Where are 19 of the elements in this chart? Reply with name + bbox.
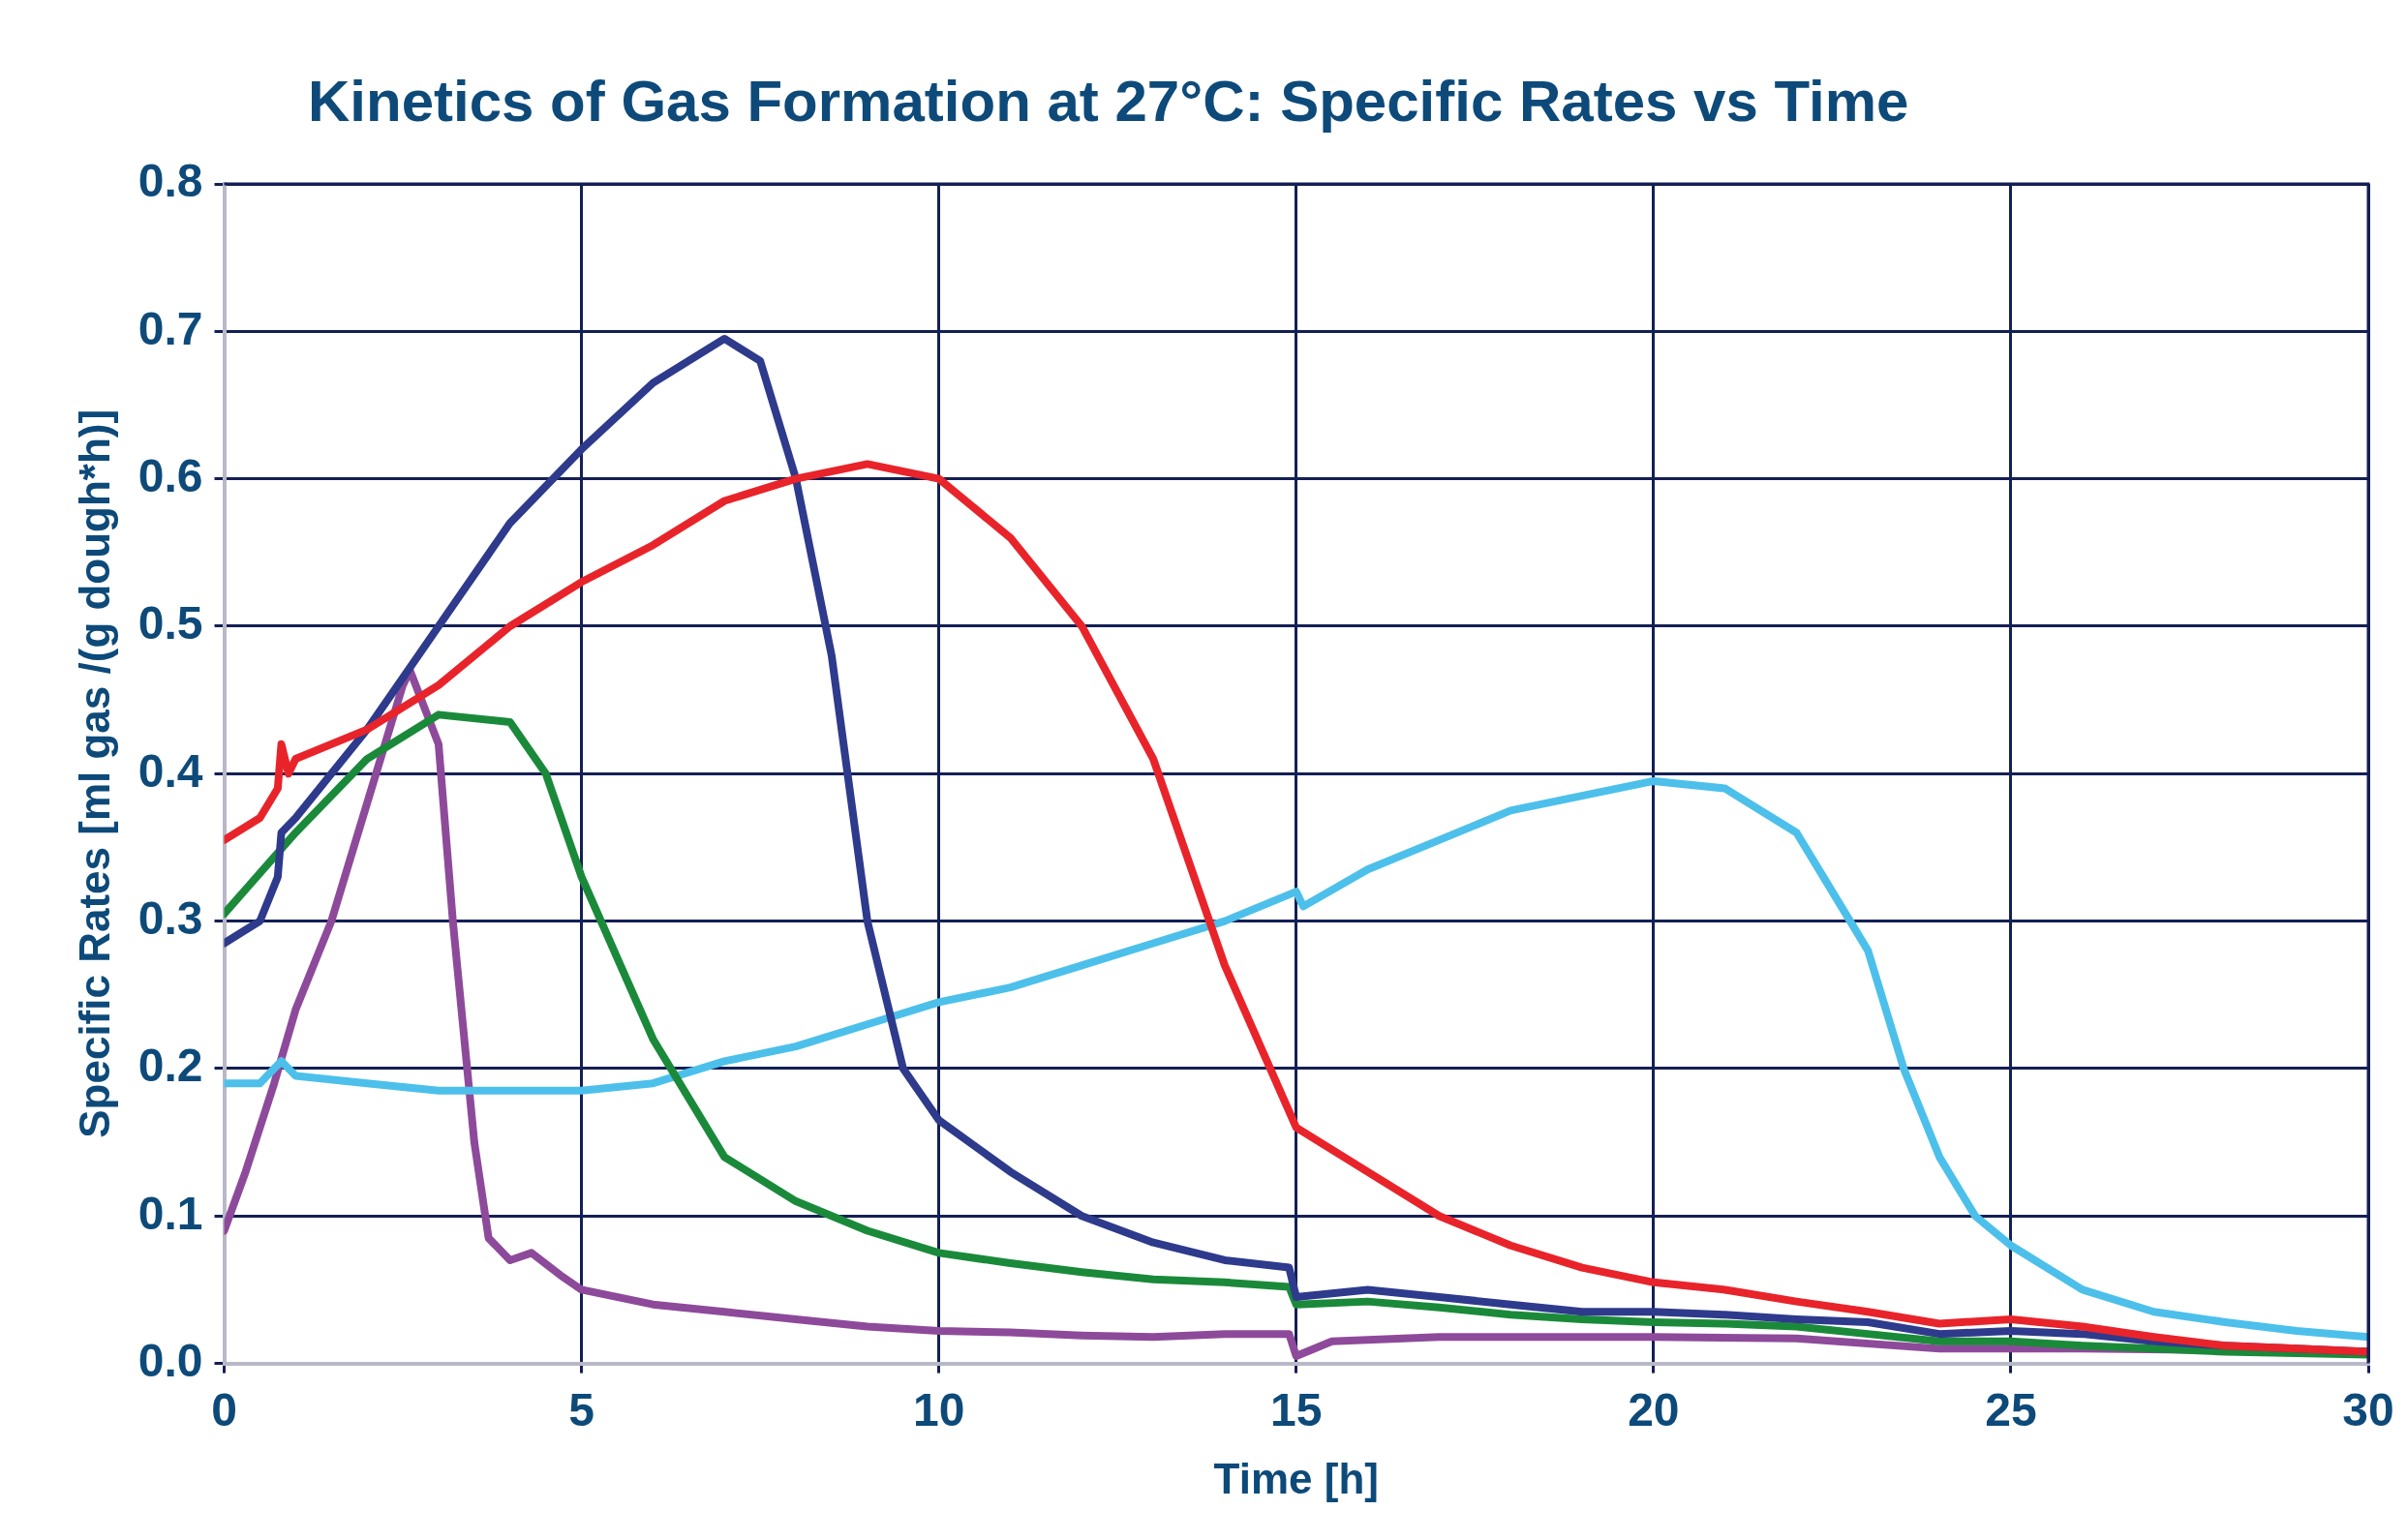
- x-axis-title: Time [h]: [1213, 1454, 1379, 1502]
- y-tick-label: 0.7: [137, 302, 203, 354]
- x-tick-label: 30: [2342, 1383, 2394, 1435]
- y-tick-label: 0.0: [137, 1334, 203, 1386]
- y-tick-label: 0.8: [137, 155, 203, 207]
- x-tick-label: 20: [1628, 1383, 1680, 1435]
- chart-title: Kinetics of Gas Formation at 27°C: Specific Rates vs Time: [308, 68, 1909, 135]
- y-tick-label: 0.3: [137, 891, 203, 944]
- x-tick-label: 0: [211, 1383, 237, 1435]
- x-tick-label: 5: [568, 1383, 594, 1435]
- y-tick-label: 0.5: [137, 597, 203, 649]
- y-tick-label: 0.6: [137, 449, 203, 501]
- x-tick-label: 15: [1270, 1383, 1323, 1435]
- y-tick-label: 0.4: [137, 744, 203, 797]
- x-tick-label: 10: [912, 1383, 965, 1435]
- y-axis-title: Specific Rates [ml gas /(g dough*h)]: [70, 408, 118, 1138]
- x-tick-label: 25: [1985, 1383, 2037, 1435]
- y-tick-label: 0.1: [137, 1187, 203, 1239]
- y-tick-label: 0.2: [137, 1040, 203, 1092]
